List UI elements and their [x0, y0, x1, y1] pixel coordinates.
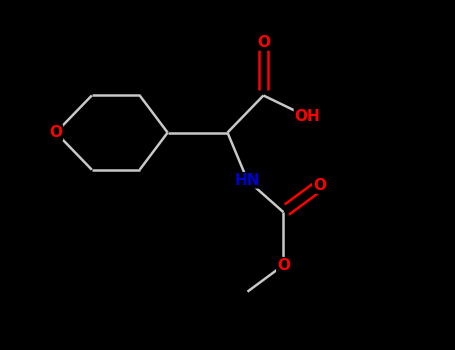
Text: O: O — [50, 125, 62, 140]
Text: HN: HN — [235, 173, 260, 188]
Text: O: O — [313, 178, 326, 193]
Text: O: O — [277, 258, 290, 273]
Text: OH: OH — [294, 109, 320, 124]
Text: O: O — [257, 35, 270, 50]
